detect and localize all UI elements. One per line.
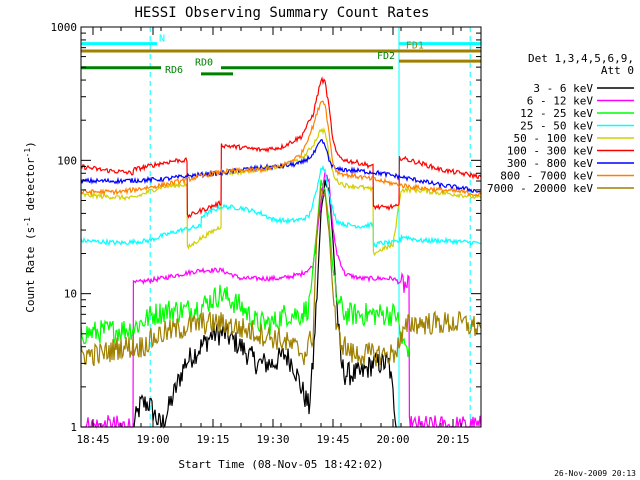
- x-tick-label-3: 19:30: [256, 433, 289, 446]
- y-label-sup1: -1: [23, 217, 32, 227]
- x-tick-label-0: 18:45: [76, 433, 109, 446]
- y-label-sup2: -1: [23, 148, 32, 158]
- legend-label-1: 6 - 12 keV: [527, 95, 594, 108]
- legend-label-7: 800 - 7000 keV: [500, 170, 593, 183]
- legend-label-6: 300 - 800 keV: [507, 157, 593, 170]
- y-tick-label-1: 10: [64, 288, 77, 301]
- legend-label-5: 100 - 300 keV: [507, 145, 593, 158]
- series-lines: [80, 76, 482, 429]
- series-line-8: [80, 185, 482, 367]
- chart-title: HESSI Observing Summary Count Rates: [134, 5, 429, 21]
- y-tick-label-3: 1000: [51, 21, 78, 34]
- series-line-0: [132, 179, 397, 429]
- y-axis: 1 10 100 1000: [51, 21, 481, 434]
- y-label-main: Count Rate (s: [24, 227, 37, 313]
- x-tick-label-1: 19:00: [136, 433, 169, 446]
- series-line-6: [80, 139, 482, 193]
- flag-label-n: N: [159, 33, 165, 44]
- flag-label-fd1: FD1: [406, 40, 424, 51]
- y-label-mid: detector: [24, 157, 37, 217]
- flag-label-rd6: RD6: [165, 65, 183, 76]
- instrument-flags: N FD1 FD2 RD0 RD6: [81, 33, 481, 76]
- legend-label-0: 3 - 6 keV: [533, 82, 593, 95]
- series-line-7: [80, 100, 482, 197]
- x-tick-label-6: 20:15: [436, 433, 469, 446]
- legend-label-4: 50 - 100 keV: [514, 132, 594, 145]
- plot-frame: [80, 26, 482, 428]
- flag-label-fd2: FD2: [377, 51, 395, 62]
- legend-label-8: 7000 - 20000 keV: [487, 182, 593, 195]
- date-stamp: 26-Nov-2009 20:13: [554, 469, 636, 478]
- series-line-5: [80, 76, 482, 219]
- plot-area: [149, 27, 471, 427]
- legend-header-1: Det 1,3,4,5,6,9,: [528, 52, 634, 65]
- legend-label-2: 12 - 25 keV: [520, 107, 593, 120]
- legend-header-2: Att 0: [601, 64, 634, 77]
- x-axis-label: Start Time (08-Nov-05 18:42:02): [178, 458, 383, 471]
- x-axis: 18:45 19:00 19:15 19:30 19:45 20:00 20:15: [76, 27, 482, 446]
- y-tick-label-0: 1: [70, 421, 77, 434]
- series-line-2: [80, 179, 410, 357]
- legend-label-3: 25 - 50 keV: [520, 120, 593, 133]
- y-tick-label-2: 100: [57, 154, 77, 167]
- flag-label-rd0: RD0: [195, 57, 213, 68]
- y-axis-label: Count Rate (s-1 detector-1): [23, 141, 37, 313]
- y-label-end: ): [24, 141, 37, 148]
- series-line-3: [80, 164, 482, 248]
- x-tick-label-2: 19:15: [196, 433, 229, 446]
- series-line-1: [81, 171, 482, 429]
- x-tick-label-5: 20:00: [376, 433, 409, 446]
- x-tick-label-4: 19:45: [316, 433, 349, 446]
